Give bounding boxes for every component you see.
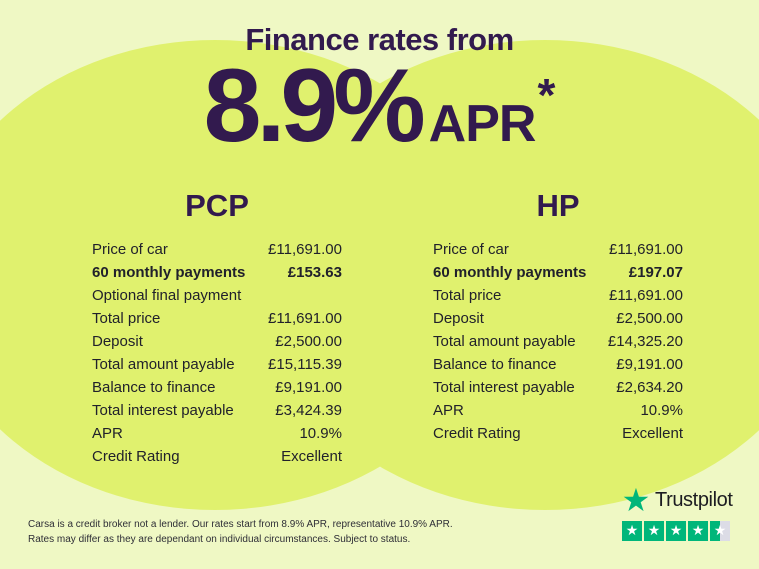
row-value: £11,691.00 [268,310,342,327]
row-value: £2,500.00 [275,333,342,350]
table-row: 60 monthly payments £197.07 [433,261,683,284]
row-value: 10.9% [640,402,683,419]
table-row: Total price £11,691.00 [433,284,683,307]
table-row: Balance to finance £9,191.00 [433,353,683,376]
row-value: £9,191.00 [275,379,342,396]
table-row: Balance to finance £9,191.00 [92,376,342,399]
row-label: APR [92,425,123,442]
trustpilot-star-4: ★ [688,521,708,541]
apr-rate-value: 8.9% [203,48,426,164]
hp-title: HP [536,188,580,223]
table-row: Price of car £11,691.00 [433,238,683,261]
table-row: Total interest payable £3,424.39 [92,399,342,422]
disclaimer-line-1: Carsa is a credit broker not a lender. O… [28,519,453,530]
background-blob-right [260,40,759,510]
apr-rate: 8.9% APR * [0,48,759,164]
table-row: APR 10.9% [92,422,342,445]
row-value: £11,691.00 [609,287,683,304]
row-value: £2,634.20 [616,379,683,396]
row-label: 60 monthly payments [92,264,246,281]
row-value: 10.9% [299,425,342,442]
table-row: Price of car £11,691.00 [92,238,342,261]
table-row: Credit Rating Excellent [433,422,683,445]
row-value: £9,191.00 [616,356,683,373]
row-label: Credit Rating [433,425,521,442]
row-value: £197.07 [628,264,683,281]
finance-rates-title: Finance rates from [245,22,514,57]
row-label: Deposit [433,310,484,327]
row-value: £14,325.20 [607,333,683,350]
row-value: £3,424.39 [275,402,342,419]
table-row: Credit Rating Excellent [92,445,342,468]
row-label: Total price [433,287,502,304]
trustpilot-star-3: ★ [666,521,686,541]
table-row: Total interest payable £2,634.20 [433,376,683,399]
table-row: APR 10.9% [433,399,683,422]
row-value: Excellent [281,448,342,465]
table-row: Deposit £2,500.00 [433,307,683,330]
trustpilot-star-icon: ★ [621,481,651,519]
row-label: Deposit [92,333,143,350]
star-icon: ★ [691,523,705,539]
pcp-section: PCP Price of car £11,691.00 60 monthly p… [92,189,342,468]
star-icon: ★ [647,523,661,539]
trustpilot-star-2: ★ [644,521,664,541]
table-row: Total amount payable £15,115.39 [92,353,342,376]
row-value: £11,691.00 [268,241,342,258]
row-label: Total amount payable [433,333,576,350]
trustpilot-star-5-half: ★ [710,521,730,541]
pcp-table: Price of car £11,691.00 60 monthly payme… [92,238,342,468]
table-row: Deposit £2,500.00 [92,330,342,353]
trustpilot-badge: ★ Trustpilot ★ ★ ★ ★ ★ [620,481,733,541]
row-label: Balance to finance [433,356,557,373]
table-row: Optional final payment [92,284,342,307]
apr-rate-unit: APR [428,95,537,153]
apr-footnote-asterisk: * [537,69,556,121]
star-icon: ★ [713,523,727,539]
row-value: £2,500.00 [616,310,683,327]
row-label: Price of car [92,241,168,258]
trustpilot-logo: ★ Trustpilot [620,481,733,519]
row-label: APR [433,402,464,419]
trustpilot-rating-stars: ★ ★ ★ ★ ★ [622,521,733,541]
row-label: Balance to finance [92,379,216,396]
star-icon: ★ [669,523,683,539]
row-label: Total interest payable [433,379,575,396]
row-label: Optional final payment [92,287,242,304]
trustpilot-star-1: ★ [622,521,642,541]
disclaimer-text: Carsa is a credit broker not a lender. O… [28,518,458,547]
row-label: Credit Rating [92,448,180,465]
table-row: Total amount payable £14,325.20 [433,330,683,353]
star-icon: ★ [625,523,639,539]
hp-section: HP Price of car £11,691.00 60 monthly pa… [433,189,683,445]
row-value: £153.63 [287,264,342,281]
row-value: Excellent [622,425,683,442]
disclaimer-line-2: Rates may differ as they are dependant o… [28,533,411,545]
row-label: Price of car [433,241,509,258]
hp-table: Price of car £11,691.00 60 monthly payme… [433,238,683,445]
row-label: 60 monthly payments [433,264,587,281]
table-row: 60 monthly payments £153.63 [92,261,342,284]
row-label: Total price [92,310,161,327]
row-value: £15,115.39 [268,356,342,373]
row-label: Total amount payable [92,356,235,373]
row-label: Total interest payable [92,402,234,419]
table-row: Total price £11,691.00 [92,307,342,330]
row-value: £11,691.00 [609,241,683,258]
pcp-title: PCP [185,188,249,223]
trustpilot-wordmark: Trustpilot [655,488,733,511]
